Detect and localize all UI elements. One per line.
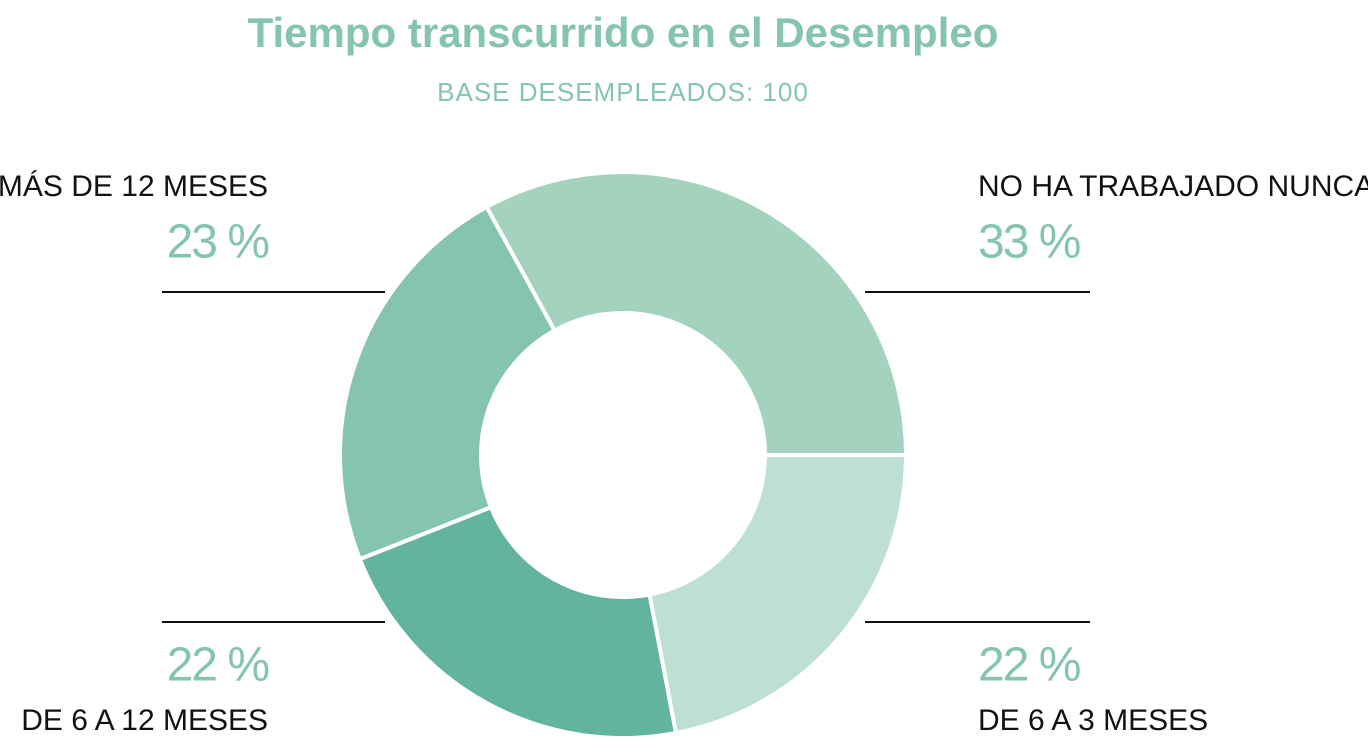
value-label: 22 % xyxy=(978,639,1080,692)
chart-title: Tiempo transcurrido en el Desempleo xyxy=(248,9,999,56)
value-label: 33 % xyxy=(978,216,1080,269)
category-label: DE 6 A 3 MESES xyxy=(978,704,1208,737)
value-label: 22 % xyxy=(167,639,269,692)
value-label: 23 % xyxy=(167,216,269,269)
category-label: DE 6 A 12 MESES xyxy=(21,704,268,737)
donut-segment xyxy=(647,453,909,736)
category-label: MÁS DE 12 MESES xyxy=(0,170,268,203)
chart-subtitle: BASE DESEMPLEADOS: 100 xyxy=(437,77,809,107)
category-label: NO HA TRABAJADO NUNCA xyxy=(978,170,1368,203)
donut-segment xyxy=(338,204,558,562)
donut-segment xyxy=(483,170,909,457)
donut-segment xyxy=(357,504,679,739)
